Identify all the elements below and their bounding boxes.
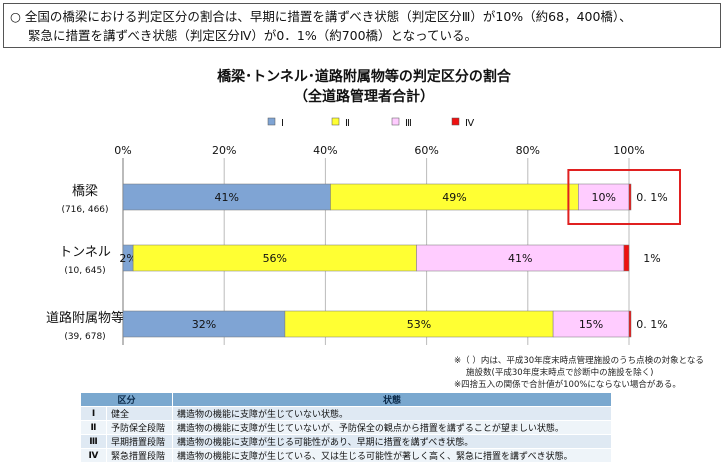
data-label: 2% bbox=[119, 252, 136, 265]
chart-notes: ※（ ）内は、平成30年度末時点管理施設のうち点検の対象となる 施設数(平成30… bbox=[454, 355, 704, 391]
chart-subtitle: （全道路管理者合計） bbox=[294, 89, 434, 105]
legend-swatch bbox=[451, 117, 460, 126]
category-count: (10, 645) bbox=[64, 266, 105, 276]
outside-data-label: 1% bbox=[643, 252, 660, 265]
x-tick-label: 0% bbox=[114, 144, 131, 157]
row-state: 構造物の機能に支障が生じていない状態。 bbox=[172, 406, 612, 421]
x-tick-label: 60% bbox=[414, 144, 438, 157]
legend-label: Ⅱ bbox=[345, 118, 350, 129]
legend-swatch bbox=[267, 117, 276, 126]
data-label: 49% bbox=[442, 191, 466, 204]
x-tick-label: 80% bbox=[516, 144, 540, 157]
legend-label: Ⅲ bbox=[405, 118, 412, 129]
x-tick-label: 40% bbox=[313, 144, 337, 157]
outside-data-label: 0. 1% bbox=[636, 318, 667, 331]
row-state: 構造物の機能に支障が生じていないが、予防保全の観点から措置を講ずることが望ましい… bbox=[172, 420, 612, 435]
row-state: 構造物の機能に支障が生じる可能性があり、早期に措置を講ずべき状態。 bbox=[172, 434, 612, 449]
table-row: Ⅳ 緊急措置段階 構造物の機能に支障が生じている、又は生じる可能性が著しく高く、… bbox=[80, 448, 612, 463]
outside-data-label: 0. 1% bbox=[636, 191, 667, 204]
bar-segment bbox=[628, 183, 632, 211]
note-line-1: ※（ ）内は、平成30年度末時点管理施設のうち点検の対象となる bbox=[454, 356, 704, 366]
bar-segment bbox=[552, 310, 630, 338]
bar-segment bbox=[122, 310, 286, 338]
bar-segment bbox=[132, 244, 417, 272]
row-code: Ⅳ bbox=[80, 448, 107, 463]
note-line-2: 施設数(平成30年度末時点で診断中の施設を除く) bbox=[466, 368, 654, 378]
bar-segment bbox=[122, 183, 331, 211]
row-name: 健全 bbox=[105, 406, 174, 421]
stacked-bar-chart: Ⅰ Ⅱ Ⅲ Ⅳ 0% 20% 40% 60% 80% 100% 橋梁 (716, 466) 41% 49%… bbox=[46, 117, 682, 345]
summary-line-1: ○ 全国の橋梁における判定区分の割合は、早期に措置を講ずべき状態（判定区分Ⅲ）が… bbox=[10, 9, 632, 24]
row-name: 予防保全段階 bbox=[105, 420, 174, 435]
category-count: (716, 466) bbox=[61, 205, 108, 215]
category-label: 道路附属物等 bbox=[46, 310, 124, 326]
table-row: Ⅰ 健全 構造物の機能に支障が生じていない状態。 bbox=[80, 406, 612, 421]
category-definition-table: 区分 状態 Ⅰ 健全 構造物の機能に支障が生じていない状態。 Ⅱ 予防保全段階 … bbox=[79, 392, 612, 463]
data-label: 32% bbox=[192, 318, 216, 331]
summary-line-2: 緊急に措置を講ずべき状態（判定区分Ⅳ）が0．1%（約700橋）となっている。 bbox=[28, 28, 478, 43]
chart-title: 橋梁･トンネル･道路附属物等の判定区分の割合 bbox=[217, 69, 511, 85]
category-label: 橋梁 bbox=[72, 184, 98, 199]
table-header-state: 状態 bbox=[172, 392, 612, 407]
legend-swatch bbox=[331, 117, 340, 126]
data-label: 10% bbox=[591, 191, 615, 204]
legend-label: Ⅰ bbox=[281, 118, 284, 129]
table-header-category: 区分 bbox=[79, 392, 174, 407]
bar-segment bbox=[578, 183, 630, 211]
data-label: 41% bbox=[508, 252, 532, 265]
row-code: Ⅱ bbox=[80, 420, 107, 435]
bar-segment bbox=[284, 310, 554, 338]
note-line-3: ※四捨五入の関係で合計値が100%にならない場合がある。 bbox=[454, 380, 681, 390]
bar-segment bbox=[623, 244, 630, 272]
summary-box: ○ 全国の橋梁における判定区分の割合は、早期に措置を講ずべき状態（判定区分Ⅲ）が… bbox=[3, 3, 721, 48]
bar-segment bbox=[628, 310, 632, 338]
row-name: 早期措置段階 bbox=[105, 434, 174, 449]
table-header-row: 区分 状態 bbox=[79, 392, 612, 407]
data-label: 15% bbox=[579, 318, 603, 331]
data-label: 56% bbox=[263, 252, 287, 265]
row-code: Ⅲ bbox=[80, 434, 107, 449]
bar-segment bbox=[416, 244, 625, 272]
table-row: Ⅱ 予防保全段階 構造物の機能に支障が生じていないが、予防保全の観点から措置を講… bbox=[80, 420, 612, 435]
category-label: トンネル bbox=[59, 245, 111, 260]
x-tick-label: 100% bbox=[613, 144, 644, 157]
x-tick-label: 20% bbox=[212, 144, 236, 157]
data-label: 41% bbox=[215, 191, 239, 204]
legend-label: Ⅳ bbox=[465, 118, 475, 129]
category-count: (39, 678) bbox=[64, 332, 105, 342]
row-code: Ⅰ bbox=[80, 406, 107, 421]
table-row: Ⅲ 早期措置段階 構造物の機能に支障が生じる可能性があり、早期に措置を講ずべき状… bbox=[80, 434, 612, 449]
data-label: 53% bbox=[407, 318, 431, 331]
row-name: 緊急措置段階 bbox=[105, 448, 174, 463]
row-state: 構造物の機能に支障が生じている、又は生じる可能性が著しく高く、緊急に措置を講ずべ… bbox=[172, 448, 612, 463]
legend-swatch bbox=[391, 117, 400, 126]
highlight-box bbox=[567, 169, 682, 225]
